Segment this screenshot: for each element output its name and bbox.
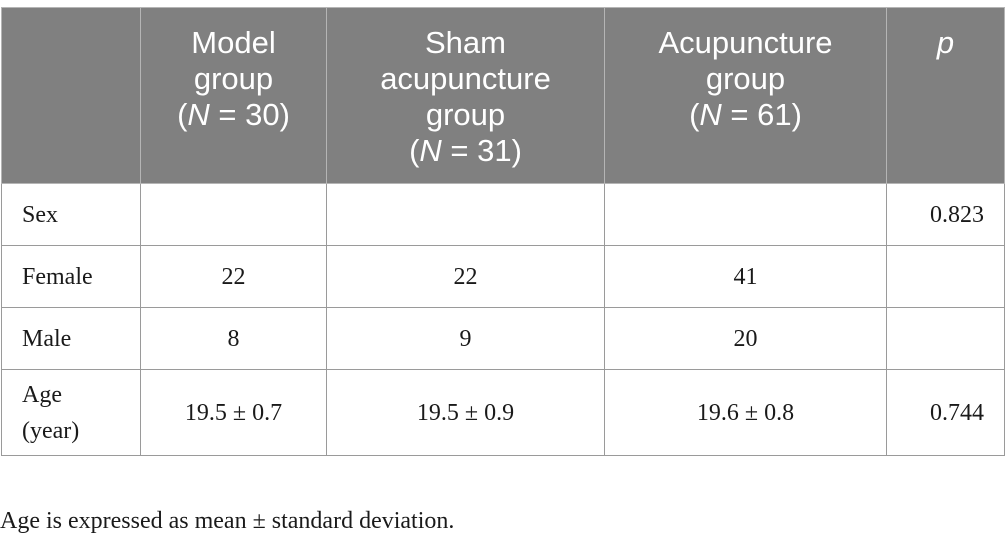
header-model-n-prefix: ( (177, 97, 188, 132)
cell-male-p (886, 307, 1005, 370)
cell-age-sham: 19.5 ± 0.9 (326, 369, 605, 456)
cell-female-model: 22 (140, 245, 327, 308)
header-sham-line2: acupuncture (380, 61, 551, 96)
table-row-female: Female 22 22 41 (1, 245, 1005, 308)
table-footnote: Age is expressed as mean ± standard devi… (0, 508, 455, 534)
cell-male-acu: 20 (604, 307, 887, 370)
cell-age-acu: 19.6 ± 0.8 (604, 369, 887, 456)
cell-age-model: 19.5 ± 0.7 (140, 369, 327, 456)
table-header-row: Model group (N = 30) Sham acupuncture gr… (1, 7, 1005, 184)
cell-female-acu: 41 (604, 245, 887, 308)
header-acu-n-rest: = 61) (721, 97, 802, 132)
header-acu-line1: Acupuncture (658, 25, 833, 60)
header-sham-n-rest: = 31) (441, 133, 522, 168)
row-label-age-line1: Age (22, 381, 62, 408)
header-sham-n-var: N (419, 133, 442, 168)
header-p-value: p (886, 7, 1005, 184)
row-label-age-line2: (year) (22, 417, 80, 444)
row-label-male: Male (1, 307, 141, 370)
header-blank-cell (1, 7, 141, 184)
header-model-n-rest: = 30) (209, 97, 290, 132)
header-acu-n-prefix: ( (689, 97, 700, 132)
header-model-n-var: N (187, 97, 210, 132)
cell-age-p: 0.744 (886, 369, 1005, 456)
header-sham-group: Sham acupuncture group (N = 31) (326, 7, 605, 184)
demographics-table: Model group (N = 30) Sham acupuncture gr… (1, 7, 1005, 456)
cell-female-sham: 22 (326, 245, 605, 308)
table-row-sex: Sex 0.823 (1, 183, 1005, 246)
cell-male-model: 8 (140, 307, 327, 370)
cell-sex-p: 0.823 (886, 183, 1005, 246)
header-sham-line1: Sham (425, 25, 506, 60)
table-row-male: Male 8 9 20 (1, 307, 1005, 370)
row-label-female: Female (1, 245, 141, 308)
demographics-table-container: Model group (N = 30) Sham acupuncture gr… (0, 7, 1005, 456)
header-acu-n-var: N (699, 97, 722, 132)
header-sham-line3: group (425, 97, 506, 132)
header-acupuncture-group: Acupuncture group (N = 61) (604, 7, 887, 184)
cell-sex-acu (604, 183, 887, 246)
table-row-age: Age (year) 19.5 ± 0.7 19.5 ± 0.9 19.6 ± … (1, 369, 1005, 456)
cell-sex-model (140, 183, 327, 246)
row-label-sex: Sex (1, 183, 141, 246)
cell-female-p (886, 245, 1005, 308)
header-sham-n-prefix: ( (409, 133, 420, 168)
cell-male-sham: 9 (326, 307, 605, 370)
cell-sex-sham (326, 183, 605, 246)
header-model-group: Model group (N = 30) (140, 7, 327, 184)
header-model-line1: Model (191, 25, 276, 60)
header-model-line2: group (193, 61, 274, 96)
header-acu-line2: group (705, 61, 786, 96)
row-label-age: Age (year) (1, 369, 141, 456)
